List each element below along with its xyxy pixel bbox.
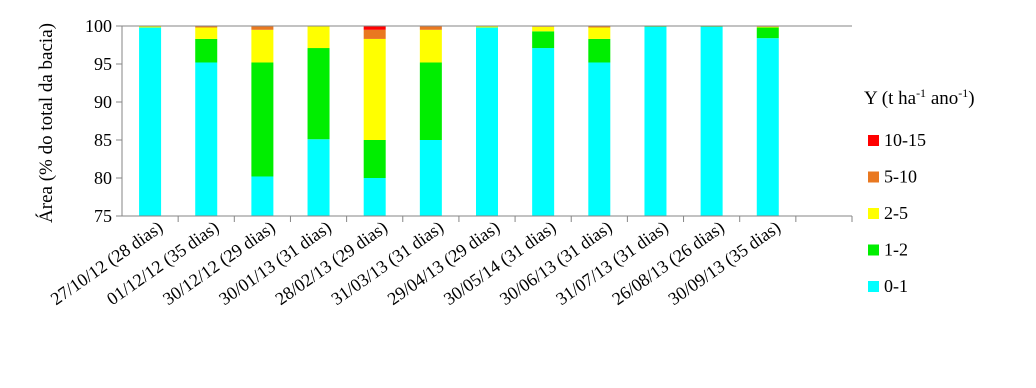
bar-segment-10-15 bbox=[363, 26, 386, 30]
y-tick-label: 95 bbox=[94, 54, 112, 74]
bar-segment-0-1 bbox=[419, 140, 442, 216]
bar-segment-1-2 bbox=[363, 140, 386, 178]
bar-segment-2-5 bbox=[756, 26, 779, 28]
bar-segment-0-1 bbox=[588, 62, 611, 217]
bar-segment-1-2 bbox=[251, 62, 274, 177]
bar-segment-2-5 bbox=[195, 27, 218, 39]
bar-segment-0-1 bbox=[139, 27, 162, 216]
legend-swatch bbox=[868, 135, 879, 146]
bars-layer bbox=[139, 26, 779, 217]
legend-swatch bbox=[868, 244, 879, 256]
bar-segment-1-2 bbox=[195, 38, 218, 63]
bar-segment-2-5 bbox=[363, 38, 386, 140]
x-tick-labels: 27/10/12 (28 dias)01/12/12 (35 dias)30/1… bbox=[47, 216, 853, 310]
bar-segment-2-5 bbox=[139, 26, 162, 28]
legend-swatch bbox=[868, 171, 879, 183]
bar-segment-2-5 bbox=[251, 29, 274, 63]
legend-title: Y (t ha-1 ano-1) bbox=[864, 86, 975, 109]
bar-segment-2-5 bbox=[419, 29, 442, 63]
bar-segment-5-10 bbox=[195, 26, 218, 28]
bar-segment-0-1 bbox=[195, 62, 218, 217]
bar-segment-2-5 bbox=[307, 26, 330, 49]
y-tick-label: 90 bbox=[94, 92, 112, 112]
bar-segment-0-1 bbox=[476, 27, 498, 216]
legend-label: 5-10 bbox=[884, 167, 917, 187]
y-tick-label: 75 bbox=[94, 206, 112, 226]
bar-segment-0-1 bbox=[532, 48, 555, 216]
bar-segment-0-1 bbox=[307, 139, 330, 216]
y-tick-label: 85 bbox=[94, 130, 112, 150]
legend-label: 2-5 bbox=[884, 203, 908, 223]
bar-segment-1-2 bbox=[532, 31, 555, 49]
bar-segment-1-2 bbox=[756, 27, 779, 39]
axes-layer bbox=[121, 25, 852, 217]
bar-segment-1-2 bbox=[588, 38, 611, 63]
legend: 10-15 5-10 2-5 1-2 0-1 bbox=[868, 130, 926, 296]
legend-label: 10-15 bbox=[884, 130, 926, 150]
bar-segment-2-5 bbox=[588, 27, 611, 39]
legend-swatch bbox=[868, 208, 879, 219]
bar-segment-5-10 bbox=[363, 29, 386, 39]
bar-segment-0-1 bbox=[756, 38, 779, 216]
bar-segment-2-5 bbox=[532, 26, 555, 32]
bar-segment-0-1 bbox=[363, 178, 386, 216]
bar-segment-5-10 bbox=[419, 26, 442, 30]
y-tick-label: 100 bbox=[85, 16, 112, 36]
bar-segment-5-10 bbox=[251, 26, 274, 30]
bar-segment-0-1 bbox=[251, 176, 274, 216]
legend-label: 1-2 bbox=[884, 240, 908, 260]
bar-segment-2-5 bbox=[476, 26, 498, 28]
bar-segment-1-2 bbox=[307, 48, 330, 140]
y-tick-labels: 75 80 85 90 95 100 bbox=[85, 16, 122, 226]
bar-segment-1-2 bbox=[419, 62, 442, 141]
legend-label: 0-1 bbox=[884, 276, 908, 296]
y-axis-title: Área (% do total da bacia) bbox=[35, 23, 57, 223]
legend-swatch bbox=[868, 281, 879, 292]
y-tick-label: 80 bbox=[94, 168, 112, 188]
bar-segment-0-1 bbox=[644, 26, 667, 217]
bar-segment-5-10 bbox=[588, 26, 611, 28]
bar-segment-0-1 bbox=[700, 26, 723, 217]
